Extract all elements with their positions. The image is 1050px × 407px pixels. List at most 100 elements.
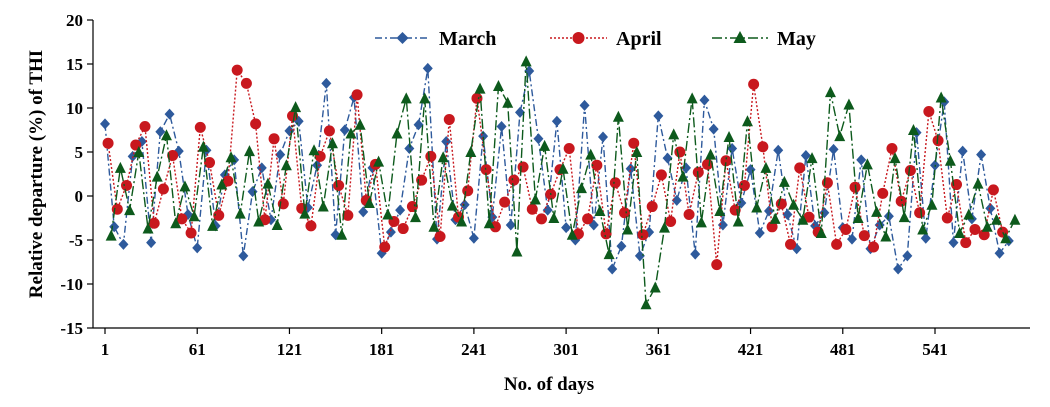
data-point-april [167,150,179,162]
series-may [105,55,1021,310]
data-point-may [170,217,182,229]
y-tick-label: -10 [60,275,83,294]
data-point-may [972,177,984,189]
data-point-may [529,193,541,205]
data-point-march [422,62,433,74]
data-point-march [902,250,913,262]
data-point-may [428,220,440,232]
data-point-april [628,137,640,149]
data-point-may [539,139,551,151]
data-point-may [1009,213,1021,225]
y-tick-label: 15 [66,55,83,74]
data-point-may [677,170,689,182]
data-point-april [757,141,769,153]
data-point-april [333,179,345,191]
data-point-april [766,221,778,233]
data-point-april [711,259,723,271]
legend: March April May [375,28,816,50]
legend-marker-april [572,32,585,44]
data-point-may [603,248,615,260]
data-point-may [585,148,597,160]
data-point-may [705,148,717,160]
data-point-april [305,220,317,232]
data-point-may [492,80,504,91]
data-point-may [345,127,357,139]
data-point-march [505,219,516,231]
data-point-april [960,237,972,249]
data-point-april [683,208,695,220]
data-point-march [155,126,166,138]
legend-marker-march [396,32,409,44]
data-point-may [594,204,606,216]
data-point-april [425,150,437,162]
data-point-may [622,223,634,235]
data-point-march [496,120,507,132]
data-point-may [253,215,265,227]
data-point-april [148,217,160,229]
data-point-may [778,175,790,187]
data-point-may [815,226,827,238]
x-tick-label: 301 [553,340,579,359]
data-point-march [920,232,931,244]
y-tick-label: -15 [60,319,83,338]
data-point-april [121,179,133,191]
data-point-may [714,204,726,216]
data-point-april [536,213,548,225]
data-point-may [861,158,873,170]
data-point-may [373,155,385,167]
data-point-march [856,154,867,166]
data-point-march [699,94,710,106]
data-point-april [655,169,667,181]
data-point-march [385,226,396,238]
legend-marker-may [733,31,747,43]
x-tick-label: 481 [830,340,856,359]
data-point-april [858,230,870,242]
data-point-may [465,146,477,157]
data-point-may [197,140,209,152]
y-tick-label: 5 [75,143,84,162]
data-point-may [133,146,145,157]
data-point-may [446,199,458,211]
data-point-may [225,151,237,163]
data-point-may [954,226,966,238]
data-point-may [880,230,892,242]
axis-ticks: -15 -10 -5 0 5 10 15 20 1 61 121 181 241 301 361 421 481… [60,11,947,359]
data-point-march [321,77,332,89]
data-point-march [339,124,350,136]
data-point-may [548,212,560,223]
data-point-april [831,238,843,250]
data-point-april [969,223,981,235]
data-point-april [904,164,916,176]
data-point-april [877,187,889,199]
data-point-march [468,232,479,244]
data-point-april [702,158,714,170]
x-tick-label: 1 [101,340,110,359]
data-point-april [720,155,732,167]
data-point-april [895,195,907,207]
series-line-april [107,68,1004,265]
data-point-may [981,220,993,232]
data-point-april [268,133,280,145]
data-point-april [526,203,538,215]
data-point-april [323,125,335,137]
data-point-march [634,250,645,262]
data-point-may [326,137,338,149]
data-point-march [413,119,424,131]
data-point-may [483,217,495,229]
data-point-may [290,101,302,113]
data-point-may [640,298,652,310]
data-point-april [517,161,529,173]
data-point-may [575,182,587,194]
data-point-may [474,82,486,94]
data-point-april [342,209,354,221]
data-point-march [773,144,784,156]
data-point-march [662,152,673,164]
data-point-may [686,92,698,104]
data-point-may [649,281,661,293]
data-point-march [441,135,452,147]
data-point-march [847,233,857,245]
data-point-may [751,201,763,213]
data-point-may [207,219,219,231]
data-point-may [944,154,956,166]
